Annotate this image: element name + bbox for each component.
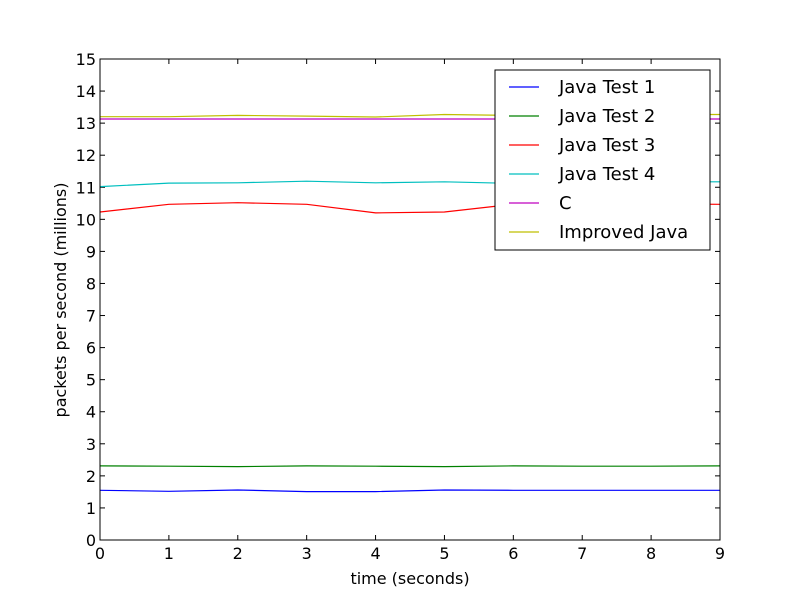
y-axis-label: packets per second (millions)	[51, 183, 70, 418]
series-line	[100, 465, 720, 468]
y-tick-label: 14	[76, 82, 96, 101]
x-tick-label: 0	[95, 544, 105, 563]
x-tick-label: 2	[233, 544, 243, 563]
legend-label: Java Test 1	[558, 77, 655, 98]
legend: Java Test 1 Java Test 2 Java Test 3 Java Te…	[494, 69, 711, 251]
x-tick-label: 6	[508, 544, 518, 563]
legend-label: Java Test 4	[558, 164, 655, 185]
y-tick-label: 11	[76, 178, 96, 197]
legend-label: C	[559, 193, 572, 214]
y-tick-label: 3	[86, 435, 96, 454]
x-tick-label: 5	[439, 544, 449, 563]
y-tick-label: 13	[76, 114, 96, 133]
y-tick-label: 5	[86, 371, 96, 390]
legend-box	[494, 69, 711, 251]
y-tick-label: 4	[86, 403, 96, 422]
x-tick-label: 3	[302, 544, 312, 563]
y-tick-label: 6	[86, 339, 96, 358]
y-tick-label: 8	[86, 274, 96, 293]
x-axis-label: time (seconds)	[350, 569, 469, 588]
y-tick-label: 12	[76, 146, 96, 165]
y-tick-label: 9	[86, 242, 96, 261]
x-tick-label: 1	[164, 544, 174, 563]
x-tick-label: 4	[370, 544, 380, 563]
legend-label: Java Test 3	[558, 135, 655, 156]
series-line	[100, 489, 720, 493]
legend-entries: Java Test 1 Java Test 2 Java Test 3 Java Te…	[509, 77, 688, 243]
legend-label: Improved Java	[559, 222, 688, 243]
y-tick-label: 10	[76, 210, 96, 229]
y-tick-label: 0	[86, 531, 96, 550]
y-tick-label: 2	[86, 467, 96, 486]
x-tick-label: 8	[646, 544, 656, 563]
plot-frame	[99, 58, 721, 541]
x-tick-label: 9	[715, 544, 725, 563]
y-tick-label: 15	[76, 50, 96, 69]
x-tick-label: 7	[577, 544, 587, 563]
legend-label: Java Test 2	[558, 106, 655, 127]
y-tick-label: 1	[86, 499, 96, 518]
y-tick-label: 7	[86, 307, 96, 326]
